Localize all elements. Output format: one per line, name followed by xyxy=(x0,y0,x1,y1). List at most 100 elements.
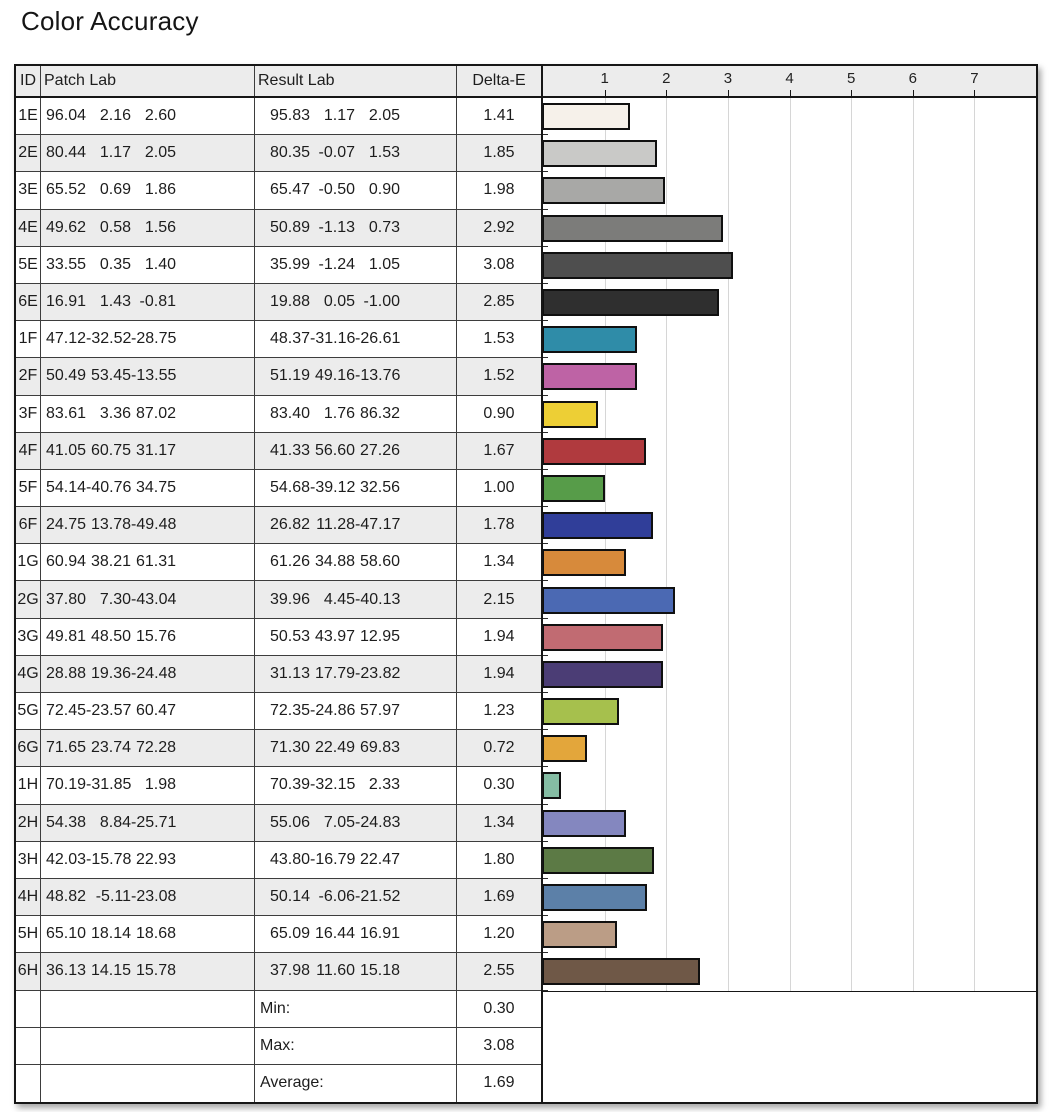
col-header-id: ID xyxy=(16,66,41,96)
lab-a-value: 16.44 xyxy=(314,925,355,943)
lab-l-value: 41.33 xyxy=(269,441,310,459)
lab-b-value: 32.56 xyxy=(359,478,400,496)
lab-b-value: 72.28 xyxy=(135,739,176,757)
table-row: 5G 72.45 -23.57 60.47 72.35 -24.86 57.97 1.2… xyxy=(16,693,541,731)
table-row: 4H 48.82 -5.11 -23.08 50.14 -6.06 -21.52 1.6… xyxy=(16,878,541,917)
lab-b-value: -21.52 xyxy=(355,888,401,906)
patch-lab-cell: 54.38 8.84 -25.71 xyxy=(41,804,255,841)
bar-slot xyxy=(543,619,1036,657)
lab-l-value: 54.14 xyxy=(45,478,86,496)
lab-a-value: -32.52 xyxy=(86,330,132,348)
lab-l-value: 49.62 xyxy=(45,218,86,236)
lab-b-value: 1.40 xyxy=(144,255,176,273)
lab-a-value: 11.28 xyxy=(316,516,355,534)
bar-slot xyxy=(543,247,1036,285)
patch-lab-cell: 47.12 -32.52 -28.75 xyxy=(41,321,255,358)
table-row: 3F 83.61 3.36 87.02 83.40 1.76 86.32 0.90 xyxy=(16,395,541,433)
delta-e-bar xyxy=(543,921,617,949)
axis-tick-label: 5 xyxy=(846,70,856,87)
row-id-cell: 3H xyxy=(16,841,41,878)
lab-l-value: 95.83 xyxy=(269,107,310,125)
bar-slot xyxy=(543,396,1036,433)
empty-patch-cell xyxy=(41,1027,255,1064)
lab-l-value: 36.13 xyxy=(45,962,86,980)
lab-l-value: 50.14 xyxy=(269,888,310,906)
result-lab-cell: 19.88 0.05 -1.00 xyxy=(255,283,457,321)
bar-slot xyxy=(543,210,1036,247)
table-row: 6H 36.13 14.15 15.78 37.98 11.60 15.18 2.55 xyxy=(16,953,541,991)
result-lab-cell: 26.82 11.28 -47.17 xyxy=(255,507,457,544)
table-row: 2E 80.44 1.17 2.05 80.35 -0.07 1.53 1.85 xyxy=(16,135,541,173)
bar-slot xyxy=(543,656,1036,694)
lab-a-value: 1.17 xyxy=(323,107,355,125)
lab-b-value: 86.32 xyxy=(359,404,400,422)
table-row: 4G 28.88 19.36 -24.48 31.13 17.79 -23.82 1.9… xyxy=(16,655,541,693)
delta-e-bar xyxy=(543,549,626,577)
lab-b-value: -24.83 xyxy=(355,813,401,831)
lab-b-value: -23.08 xyxy=(131,888,177,906)
lab-l-value: 37.98 xyxy=(269,962,310,980)
lab-b-value: -49.48 xyxy=(131,516,177,534)
max-value: 3.08 xyxy=(483,1036,515,1054)
bar-slot xyxy=(543,730,1036,768)
row-id-cell: 5F xyxy=(16,469,41,507)
lab-l-value: 48.82 xyxy=(45,888,86,906)
axis-tick-label: 7 xyxy=(970,70,979,87)
lab-a-value: 18.14 xyxy=(90,925,131,943)
result-lab-cell: 70.39 -32.15 2.33 xyxy=(255,767,457,804)
lab-b-value: 2.33 xyxy=(368,776,400,794)
table-row: 3H 42.03 -15.78 22.93 43.80 -16.79 22.47 1.8… xyxy=(16,841,541,879)
axis-tick-label: 2 xyxy=(662,70,671,87)
axis-tick-mark xyxy=(727,90,729,96)
lab-b-value: -13.76 xyxy=(355,367,401,385)
result-lab-cell: 71.30 22.49 69.83 xyxy=(255,730,457,767)
delta-e-bar xyxy=(543,586,676,614)
patch-lab-cell: 16.91 1.43 -0.81 xyxy=(41,283,255,321)
lab-l-value: 16.91 xyxy=(45,293,86,311)
empty-patch-cell xyxy=(41,1064,255,1102)
delta-e-bar xyxy=(543,177,666,205)
delta-e-cell: 2.92 xyxy=(483,218,515,236)
delta-e-cell: 3.08 xyxy=(483,255,515,273)
table-row: 2F 50.49 53.45 -13.55 51.19 49.16 -13.76 1.5… xyxy=(16,358,541,396)
bar-slot xyxy=(543,916,1036,954)
lab-a-value: -40.76 xyxy=(86,478,132,496)
row-id-cell: 4G xyxy=(16,655,41,692)
lab-a-value: 0.35 xyxy=(99,255,131,273)
result-lab-cell: 31.13 17.79 -23.82 xyxy=(255,655,457,692)
delta-e-cell: 1.94 xyxy=(483,627,515,645)
lab-a-value: 13.78 xyxy=(90,516,131,534)
lab-a-value: 4.45 xyxy=(323,590,355,608)
lab-a-value: -6.06 xyxy=(318,888,355,906)
lab-b-value: -25.71 xyxy=(131,813,177,831)
lab-l-value: 80.44 xyxy=(45,144,86,162)
table-header-row: ID Patch Lab Result Lab Delta-E xyxy=(16,66,541,98)
lab-b-value: 1.98 xyxy=(144,776,176,794)
result-lab-cell: 35.99 -1.24 1.05 xyxy=(255,246,457,283)
delta-e-bar xyxy=(543,437,646,465)
delta-e-bar xyxy=(543,251,733,279)
empty-id-cell xyxy=(16,1064,41,1102)
lab-l-value: 60.94 xyxy=(45,553,86,571)
page-title: Color Accuracy xyxy=(21,6,199,36)
chart-gridline xyxy=(727,98,729,991)
lab-b-value: 57.97 xyxy=(359,702,400,720)
bar-slot xyxy=(543,842,1036,880)
delta-e-cell: 2.85 xyxy=(483,293,515,311)
row-id-cell: 5G xyxy=(16,693,41,730)
delta-e-bar xyxy=(543,214,723,242)
table-row: 1F 47.12 -32.52 -28.75 48.37 -31.16 -26.61 1… xyxy=(16,321,541,359)
lab-a-value: -0.07 xyxy=(318,144,355,162)
chart-gridline xyxy=(604,98,606,991)
lab-b-value: 15.76 xyxy=(135,627,176,645)
lab-l-value: 33.55 xyxy=(45,255,86,273)
lab-b-value: 1.53 xyxy=(368,144,400,162)
lab-b-value: 87.02 xyxy=(135,404,176,422)
patch-lab-cell: 41.05 60.75 31.17 xyxy=(41,432,255,469)
axis-tick-mark xyxy=(604,90,606,96)
bar-slot xyxy=(543,321,1036,359)
bar-slot xyxy=(543,135,1036,173)
delta-e-bar xyxy=(543,326,638,354)
result-lab-cell: 61.26 34.88 58.60 xyxy=(255,544,457,581)
delta-e-bar xyxy=(543,363,637,391)
